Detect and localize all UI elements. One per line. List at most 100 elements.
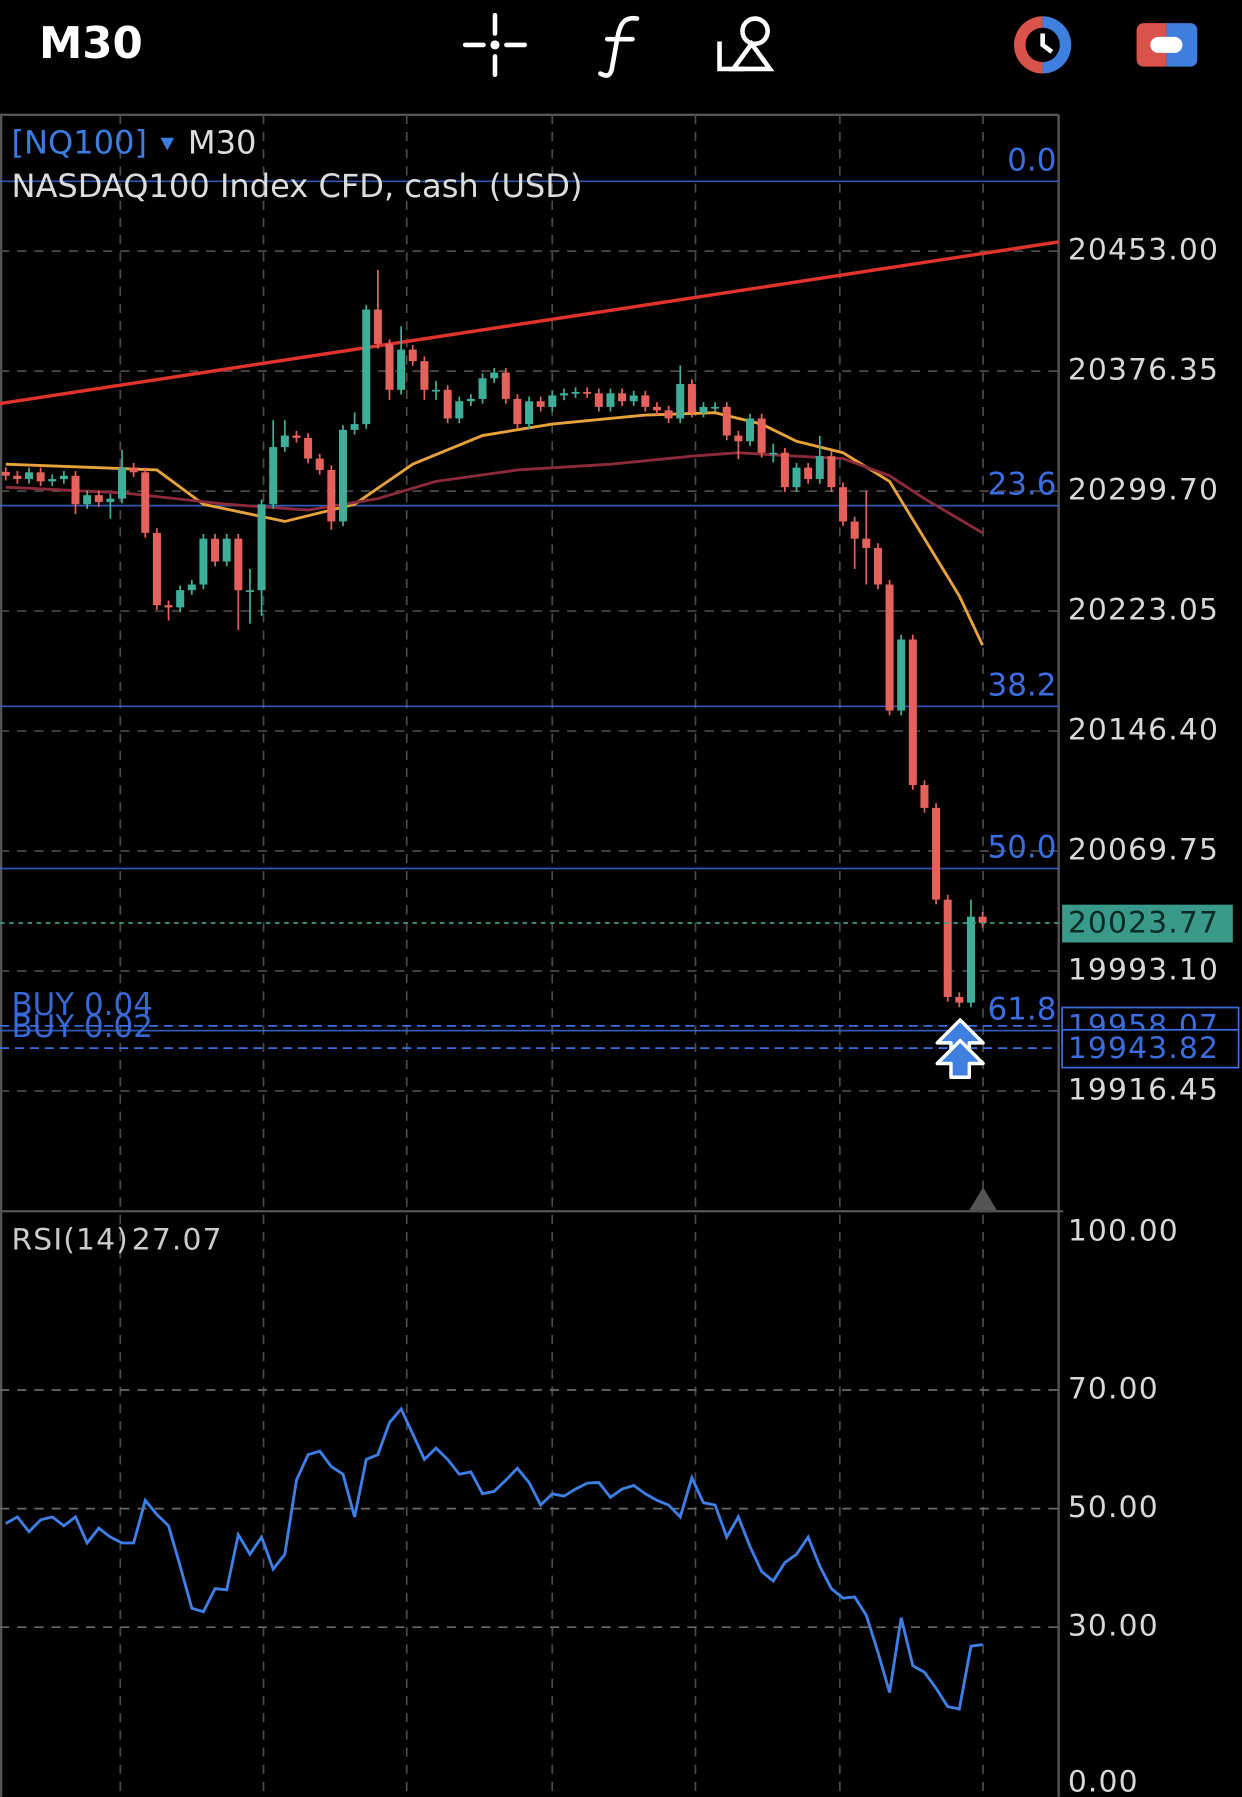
candle-body <box>280 435 289 448</box>
candle-body <box>106 498 115 503</box>
candle-body <box>269 447 278 505</box>
candle-body <box>187 584 196 591</box>
symbol-dropdown[interactable] <box>160 137 175 151</box>
candle-body <box>571 392 580 394</box>
candle-body <box>932 807 941 900</box>
timeframe-button[interactable]: M30 <box>39 19 143 69</box>
candle-body <box>362 309 371 425</box>
candle-body <box>59 475 68 480</box>
fib-label: 50.0 <box>988 829 1057 865</box>
crosshair-icon[interactable] <box>462 12 528 77</box>
candle-body <box>13 475 22 480</box>
candle-body <box>780 452 789 488</box>
candle-body <box>885 584 894 711</box>
y-tick-label: 19993.10 <box>1068 953 1219 988</box>
current-price-label: 20023.77 <box>1068 906 1219 941</box>
y-tick-label: 100.00 <box>1068 1213 1179 1248</box>
candle-body <box>908 639 917 786</box>
chart-frame <box>0 113 1064 1797</box>
clock-icon[interactable] <box>1013 16 1072 74</box>
candle-body <box>141 472 150 533</box>
y-tick-label: 20223.05 <box>1068 593 1219 628</box>
candle-body <box>687 384 696 413</box>
candle-body <box>618 393 627 402</box>
candle-body <box>164 605 173 608</box>
y-tick-label: 20376.35 <box>1068 353 1219 388</box>
candle-body <box>804 467 813 480</box>
chart-layer: 19916.45 19993.10 20069.75 20146.40 20223.05… <box>0 142 1240 1797</box>
candle-body <box>234 538 243 591</box>
candle-body <box>222 538 231 562</box>
candle-body <box>641 395 650 407</box>
candle-body <box>24 472 33 480</box>
candle-body <box>966 916 975 1003</box>
candle-body <box>583 392 592 394</box>
symbol[interactable]: [NQ100] <box>11 124 147 162</box>
candle-body <box>350 424 359 430</box>
candle-body <box>513 398 522 425</box>
candle-body <box>245 590 254 592</box>
candle-body <box>385 343 394 390</box>
order-price-box <box>1061 1028 1240 1069</box>
candle-body <box>152 532 161 606</box>
candle-body <box>94 495 103 503</box>
candle-body <box>978 916 987 923</box>
rsi-name: RSI(14) <box>11 1223 128 1258</box>
candle-body <box>118 467 127 499</box>
candle-body <box>676 384 685 419</box>
y-tick-label: 0.00 <box>1068 1765 1139 1797</box>
candle-body <box>746 418 755 442</box>
y-tick-label: 20453.00 <box>1068 233 1219 268</box>
candle-body <box>711 406 720 409</box>
order-label: BUY 0.02 <box>11 1009 152 1045</box>
candle-body <box>83 495 92 505</box>
order-price-label: 19943.82 <box>1068 1031 1219 1066</box>
fib-label: 23.6 <box>988 467 1057 503</box>
candle-body <box>432 389 441 392</box>
y-tick-label: 70.00 <box>1068 1372 1159 1407</box>
y-tick-label: 30.00 <box>1068 1609 1159 1644</box>
candle-body <box>443 389 452 419</box>
indicators-icon[interactable] <box>598 15 640 78</box>
candle-body <box>455 401 464 419</box>
candle-body <box>420 361 429 390</box>
candle-body <box>873 547 882 585</box>
candle-body <box>594 393 603 407</box>
candle-body <box>292 435 301 438</box>
candle-body <box>304 437 313 459</box>
fib-label: 0.0 <box>1007 142 1056 178</box>
order-label: BUY 0.04 <box>11 987 152 1023</box>
trendline <box>0 240 1059 406</box>
candle-body <box>525 401 534 425</box>
candle-body <box>897 639 906 711</box>
candle-body <box>327 469 336 522</box>
rsi-value: 27.07 <box>132 1223 223 1258</box>
objects-icon[interactable] <box>717 16 775 72</box>
candle-body <box>722 406 731 436</box>
candle-body <box>792 467 801 488</box>
candle-body <box>373 309 382 344</box>
candle-body <box>850 521 859 539</box>
candle-body <box>257 504 266 591</box>
candle-body <box>478 378 487 399</box>
candle-body <box>211 538 220 562</box>
fib-label: 38.2 <box>988 667 1057 703</box>
candle-body <box>943 899 952 997</box>
candle-body <box>757 418 766 453</box>
moving-average <box>5 451 984 535</box>
candle-body <box>827 456 836 488</box>
trade-icon[interactable] <box>1136 23 1198 67</box>
candle-body <box>664 410 673 419</box>
candle-body <box>815 456 824 480</box>
rsi-line <box>5 1406 983 1711</box>
candle-body <box>397 349 406 390</box>
candle-body <box>839 487 848 522</box>
scroll-marker <box>969 1187 997 1211</box>
candle-body <box>769 452 778 455</box>
candle-body <box>536 401 545 407</box>
candle-body <box>36 472 45 482</box>
candle-body <box>1 471 10 476</box>
candle-body <box>199 538 208 585</box>
